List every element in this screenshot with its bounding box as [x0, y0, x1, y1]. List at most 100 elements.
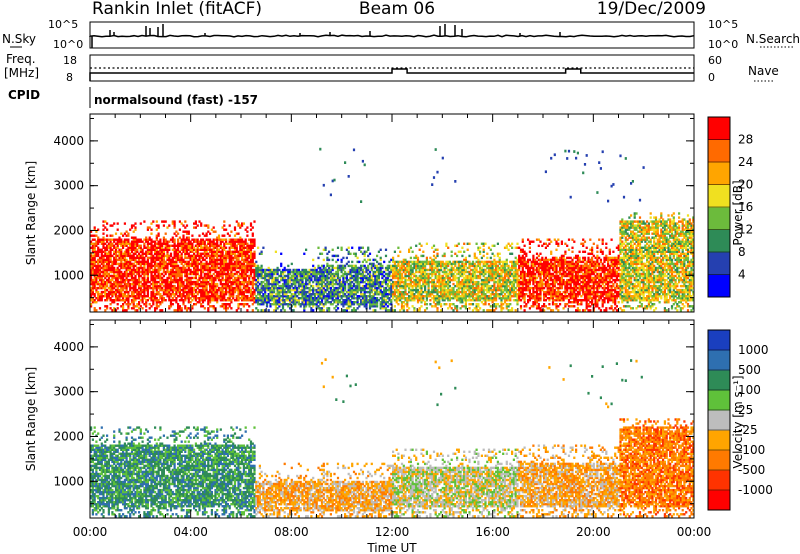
echo-cell: [182, 299, 185, 302]
echo-cell: [377, 262, 380, 266]
echo-cell: [152, 256, 155, 260]
echo-cell: [189, 246, 192, 249]
echo-cell: [415, 264, 418, 268]
echo-cell: [113, 293, 116, 296]
echo-cell: [223, 246, 226, 249]
echo-cell: [104, 305, 107, 308]
echo-cell: [399, 282, 402, 286]
echo-cell: [466, 280, 469, 284]
echo-cell: [384, 288, 388, 292]
echo-cell: [287, 270, 290, 274]
echo-cell: [400, 260, 404, 264]
echo-cell: [175, 270, 178, 274]
echo-cell: [310, 295, 313, 298]
echo-cell: [466, 242, 469, 245]
echo-cell: [180, 288, 183, 292]
echo-cell: [475, 256, 478, 260]
echo-cell: [317, 301, 320, 304]
echo-cell: [299, 278, 302, 282]
echo-cell: [360, 200, 363, 203]
echo-cell: [361, 288, 364, 292]
echo-cell: [294, 284, 297, 288]
echo-cell: [164, 284, 167, 288]
echo-cell: [168, 224, 171, 227]
echo-cell: [219, 260, 222, 264]
echo-cell: [331, 299, 334, 302]
echo-cell: [219, 256, 222, 260]
echo-cell: [429, 256, 432, 260]
echo-cell: [136, 278, 139, 282]
echo-cell: [219, 299, 222, 302]
echo-cell: [340, 274, 343, 278]
echo-cell: [221, 248, 224, 251]
echo-cell: [431, 293, 434, 296]
echo-cell: [408, 307, 411, 310]
echo-cell: [221, 270, 224, 274]
echo-cell: [372, 305, 375, 308]
echo-cell: [175, 266, 178, 270]
echo-cell: [237, 282, 240, 286]
echo-cell: [315, 280, 318, 284]
echo-cell: [404, 278, 407, 282]
echo-cell: [429, 272, 432, 276]
echo-cell: [400, 284, 404, 288]
echo-cell: [351, 288, 354, 292]
echo-cell: [134, 236, 137, 239]
echo-cell: [152, 254, 155, 258]
echo-cell: [468, 299, 471, 302]
echo-cell: [379, 293, 382, 296]
echo-cell: [273, 270, 276, 274]
echo-cell: [223, 260, 226, 264]
echo-cell: [122, 266, 125, 270]
echo-cell: [427, 280, 430, 284]
echo-cell: [416, 280, 420, 284]
echo-cell: [262, 274, 265, 278]
echo-cell: [241, 246, 244, 249]
echo-cell: [424, 303, 427, 306]
echo-cell: [313, 293, 316, 296]
echo-cell: [305, 305, 308, 308]
echo-cell: [223, 307, 226, 310]
echo-cell: [228, 286, 231, 290]
echo-cell: [390, 301, 393, 304]
echo-cell: [370, 266, 373, 270]
echo-cell: [214, 299, 217, 302]
echo-cell: [294, 272, 297, 276]
echo-cell: [381, 282, 384, 286]
echo-cell: [319, 295, 322, 298]
echo-cell: [372, 274, 375, 278]
echo-cell: [434, 272, 437, 276]
echo-cell: [461, 282, 464, 286]
echo-cell: [155, 288, 158, 292]
echo-cell: [109, 252, 112, 255]
echo-cell: [459, 297, 462, 300]
echo-cell: [201, 301, 205, 304]
echo-cell: [402, 295, 405, 298]
echo-cell: [132, 307, 135, 310]
echo-cell: [383, 307, 386, 310]
echo-cell: [114, 232, 118, 235]
echo-cell: [283, 282, 286, 286]
echo-cell: [106, 274, 109, 278]
echo-cell: [344, 295, 347, 298]
echo-cell: [98, 266, 102, 270]
echo-cell: [180, 299, 183, 302]
echo-cell: [342, 280, 345, 284]
echo-cell: [168, 258, 171, 262]
echo-cell: [118, 238, 121, 241]
echo-cell: [320, 276, 324, 280]
echo-cell: [281, 293, 285, 296]
echo-cell: [111, 286, 114, 290]
echo-cell: [301, 286, 304, 290]
echo-cell: [161, 264, 164, 268]
echo-cell: [203, 252, 206, 255]
echo-cell: [168, 282, 171, 286]
echo-cell: [246, 254, 249, 258]
echo-cell: [136, 268, 139, 272]
echo-cell: [408, 299, 411, 302]
echo-cell: [415, 288, 418, 292]
echo-cell: [351, 303, 354, 306]
echo-cell: [93, 246, 96, 249]
echo-cell: [203, 244, 206, 247]
echo-cell: [129, 254, 132, 258]
